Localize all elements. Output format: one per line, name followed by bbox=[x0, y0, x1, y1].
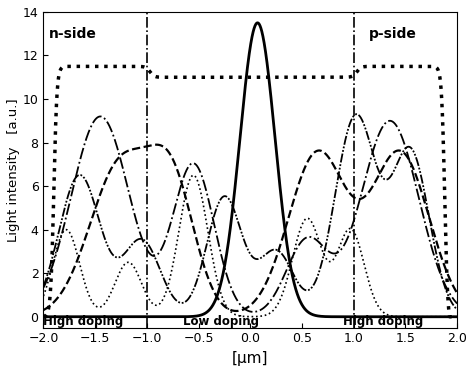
Y-axis label: Light intensity   [a.u.]: Light intensity [a.u.] bbox=[7, 98, 20, 242]
Text: High doping: High doping bbox=[43, 316, 123, 329]
Text: p-side: p-side bbox=[369, 27, 417, 41]
Text: n-side: n-side bbox=[48, 27, 96, 41]
Text: High doping: High doping bbox=[343, 316, 423, 329]
X-axis label: [μm]: [μm] bbox=[232, 351, 269, 366]
Text: Low doping: Low doping bbox=[183, 316, 259, 329]
